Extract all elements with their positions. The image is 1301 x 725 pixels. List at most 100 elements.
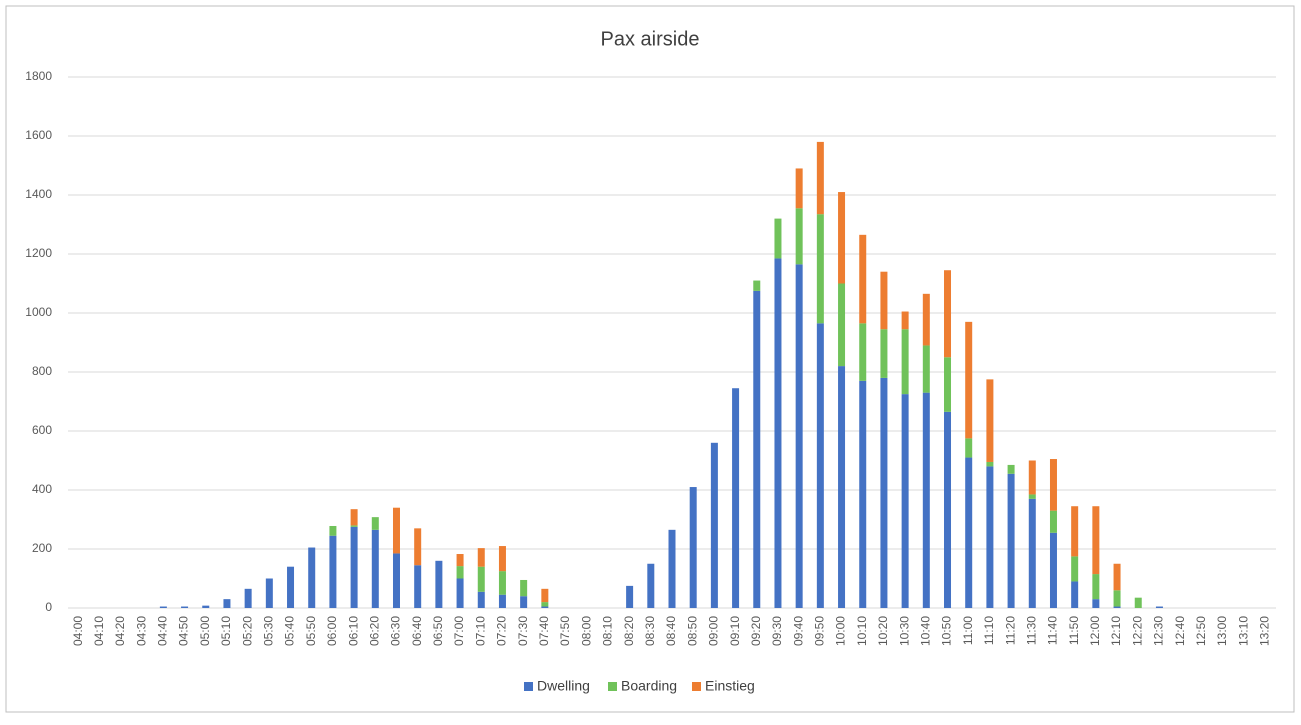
bar-segment <box>838 192 846 284</box>
bar-segment <box>774 218 782 259</box>
bar-segment <box>414 565 422 608</box>
bar-segment <box>392 553 400 608</box>
bar-segment <box>223 599 231 608</box>
bar-segment <box>816 141 824 215</box>
bar-segment <box>541 606 549 608</box>
y-tick-label: 1200 <box>25 246 52 260</box>
y-tick-label: 600 <box>32 423 52 437</box>
bar-segment <box>859 323 867 381</box>
y-tick-label: 400 <box>32 482 52 496</box>
bar-segment <box>901 311 909 330</box>
bar-segment <box>414 528 422 566</box>
x-tick-label: 11:40 <box>1046 616 1060 645</box>
bar-segment <box>944 357 952 412</box>
legend-label: Boarding <box>621 678 677 694</box>
bar-segment <box>986 466 994 608</box>
bar-segment <box>944 411 952 608</box>
x-tick-label: 04:00 <box>71 616 85 646</box>
legend-swatch <box>608 682 617 691</box>
bar-segment <box>647 563 655 608</box>
x-tick-label: 12:30 <box>1152 616 1166 646</box>
bar-segment <box>477 591 485 608</box>
bar-segment <box>922 392 930 608</box>
bar-segment <box>265 578 273 608</box>
chart-title: Pax airside <box>601 28 700 50</box>
bar-segment <box>1092 599 1100 608</box>
bar-segment <box>329 535 337 608</box>
bar-segment <box>1071 556 1079 582</box>
x-tick-label: 07:10 <box>473 616 487 646</box>
bar-segment <box>520 579 528 597</box>
bar-segment <box>774 258 782 608</box>
legend-swatch <box>524 682 533 691</box>
bar-segment <box>181 606 189 608</box>
x-tick-label: 10:20 <box>876 616 890 646</box>
bar-segment <box>1028 494 1036 499</box>
bar-segment <box>732 388 740 608</box>
bar-segment <box>965 438 973 458</box>
bar-segment <box>689 487 697 608</box>
bar-segment <box>1049 532 1057 608</box>
x-tick-label: 05:40 <box>283 616 297 646</box>
x-tick-label: 12:00 <box>1088 616 1102 646</box>
x-tick-label: 05:30 <box>262 616 276 646</box>
bar-segment <box>371 517 379 530</box>
bar-segment <box>392 507 400 554</box>
bar-segment <box>350 509 358 526</box>
x-tick-label: 06:00 <box>325 616 339 646</box>
x-tick-label: 05:50 <box>304 616 318 646</box>
x-tick-label: 07:30 <box>516 616 530 646</box>
bar-segment <box>986 379 994 462</box>
bar-segment <box>710 442 718 608</box>
x-tick-label: 07:40 <box>537 616 551 646</box>
bar-segment <box>498 546 506 572</box>
bar-segment <box>880 271 888 330</box>
x-tick-label: 08:00 <box>579 616 593 646</box>
bar-segment <box>816 323 824 608</box>
x-tick-label: 09:50 <box>813 616 827 646</box>
x-tick-label: 09:20 <box>749 616 763 646</box>
x-tick-label: 08:20 <box>622 616 636 646</box>
bar-segment <box>1071 581 1079 608</box>
x-tick-label: 10:40 <box>918 616 932 646</box>
bar-segment <box>1092 574 1100 600</box>
bar-segment <box>986 461 994 467</box>
bar-segment <box>1028 498 1036 608</box>
bar-segment <box>456 578 464 608</box>
bar-segment <box>159 606 167 608</box>
bar-segment <box>838 366 846 608</box>
bar-segment <box>795 208 803 265</box>
y-tick-label: 0 <box>45 600 52 614</box>
bar-segment <box>456 554 464 567</box>
y-tick-label: 1600 <box>25 128 52 142</box>
bar-segment <box>1113 563 1121 591</box>
x-tick-label: 12:20 <box>1130 616 1144 646</box>
bar-segment <box>753 290 761 608</box>
bar-segment <box>329 525 337 536</box>
bar-segment <box>1049 459 1057 511</box>
bar-segment <box>838 283 846 367</box>
bar-segment <box>1113 606 1121 608</box>
x-tick-label: 06:20 <box>367 616 381 646</box>
y-tick-label: 1000 <box>25 305 52 319</box>
bar-segment <box>753 280 761 291</box>
bar-segment <box>287 566 295 608</box>
x-tick-label: 11:10 <box>982 616 996 645</box>
x-tick-label: 09:00 <box>707 616 721 646</box>
x-tick-label: 11:00 <box>961 616 975 645</box>
legend-label: Einstieg <box>705 678 755 694</box>
bar-segment <box>880 329 888 378</box>
x-tick-label: 08:30 <box>643 616 657 646</box>
bar-segment <box>202 605 210 608</box>
bar-segment <box>901 329 909 395</box>
x-tick-label: 09:40 <box>791 616 805 646</box>
bar-segment <box>922 345 930 393</box>
bar-segment <box>965 321 973 439</box>
x-tick-label: 04:40 <box>156 616 170 646</box>
bar-segment <box>1113 590 1121 607</box>
bar-segment <box>1134 597 1142 608</box>
x-tick-label: 05:20 <box>240 616 254 646</box>
bar-segment <box>795 168 803 209</box>
x-tick-label: 11:50 <box>1067 616 1081 645</box>
